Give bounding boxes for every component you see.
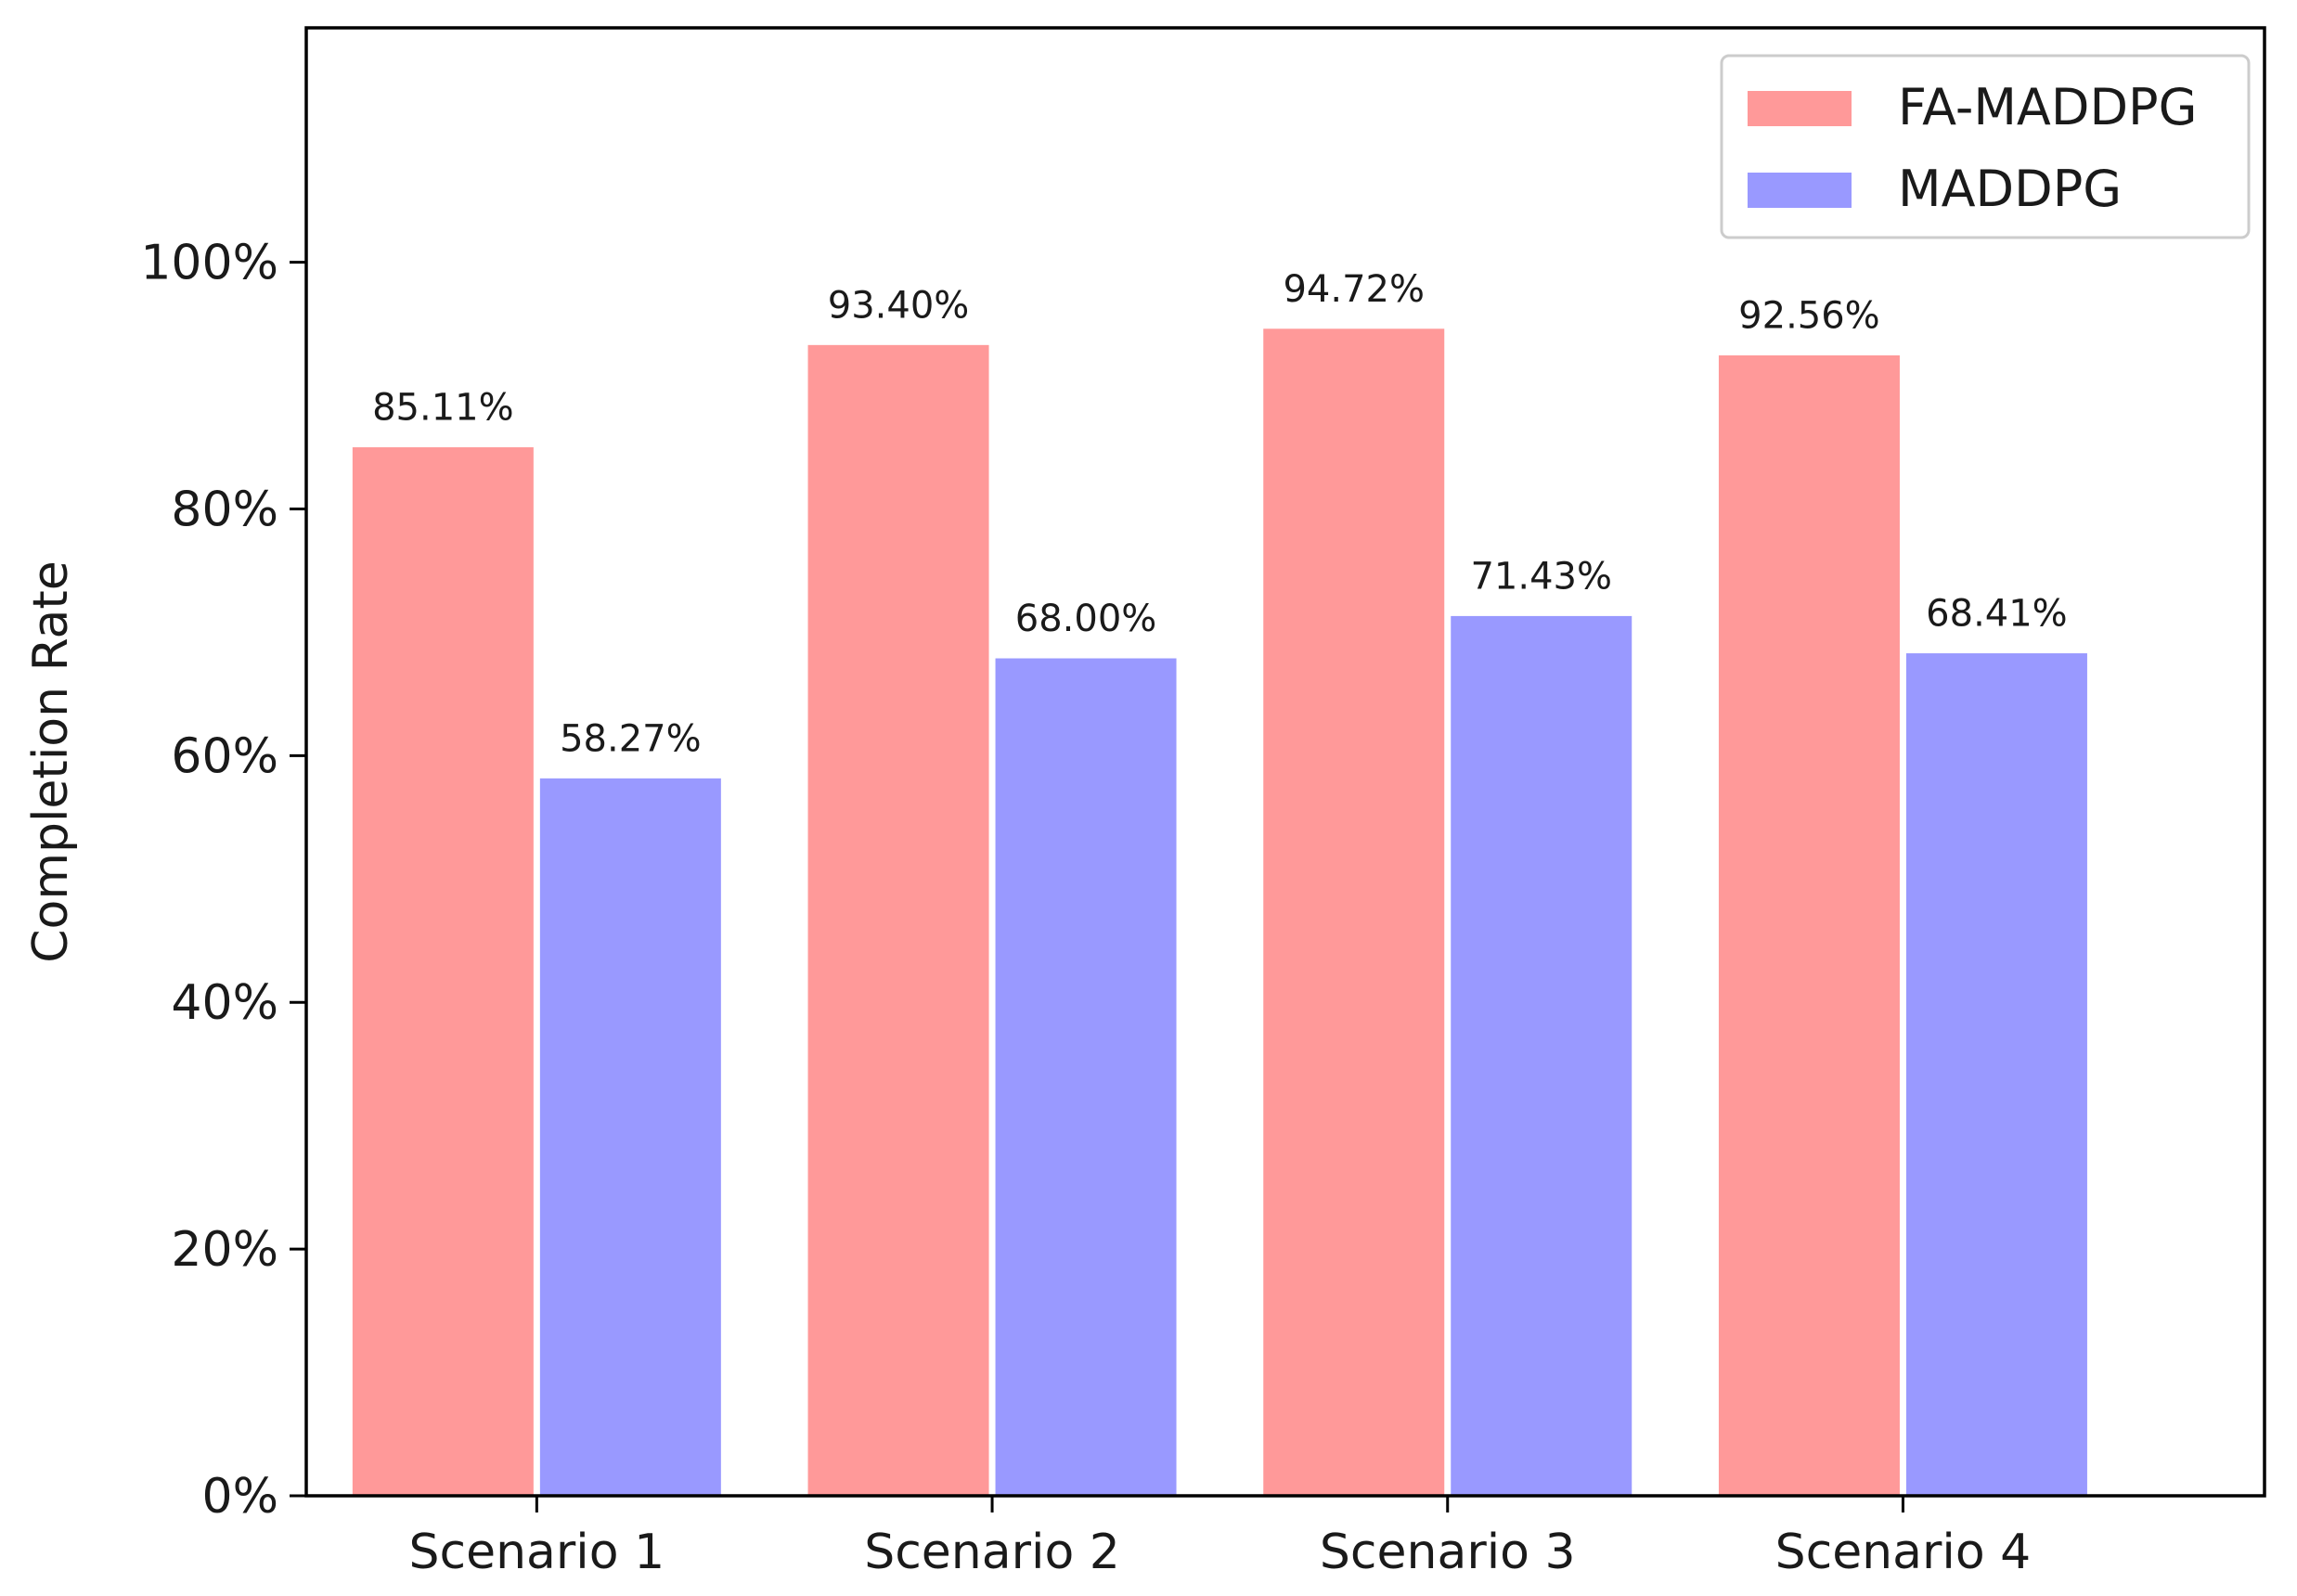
bars-layer xyxy=(349,326,2090,1498)
bar-fa-maddpg-3 xyxy=(1260,326,1448,1498)
y-tick-label-80: 80% xyxy=(171,482,278,537)
y-tick-label-20: 20% xyxy=(171,1222,278,1278)
x-tick-label-4: Scenario 4 xyxy=(1775,1525,2032,1580)
data-label-fa-maddpg-3: 94.72% xyxy=(1283,268,1425,311)
bar-maddpg-3 xyxy=(1448,612,1635,1498)
y-tick-label-0: 0% xyxy=(202,1469,279,1525)
bar-maddpg-2 xyxy=(992,655,1180,1498)
y-axis-label: Completion Rate xyxy=(23,560,79,963)
bar-fa-maddpg-2 xyxy=(805,341,992,1498)
y-tick-label-100: 100% xyxy=(140,236,278,291)
data-label-fa-maddpg-1: 85.11% xyxy=(372,387,514,430)
data-labels-layer: 85.11% 58.27% 93.40% 68.00% 94.72% 71.43% 92.5… xyxy=(372,268,2068,761)
plot-frame xyxy=(304,26,2266,1498)
y-axis: 0% 20% 40% 60% 80% 100% xyxy=(140,236,306,1525)
data-label-maddpg-3: 71.43% xyxy=(1470,555,1612,598)
legend-label-maddpg: MADDPG xyxy=(1898,160,2122,218)
data-label-fa-maddpg-2: 93.40% xyxy=(828,284,970,327)
data-label-fa-maddpg-4: 92.56% xyxy=(1738,294,1880,337)
bar-maddpg-1 xyxy=(536,775,724,1498)
bar-maddpg-4 xyxy=(1903,650,2090,1498)
y-tick-label-60: 60% xyxy=(171,728,278,784)
x-axis: Scenario 1 Scenario 2 Scenario 3 Scenario 4 xyxy=(409,1496,2032,1580)
bar-fa-maddpg-4 xyxy=(1715,352,1903,1498)
data-label-maddpg-4: 68.41% xyxy=(1926,593,2068,636)
legend-label-fa-maddpg: FA-MADDPG xyxy=(1898,78,2197,136)
data-label-maddpg-2: 68.00% xyxy=(1015,598,1157,640)
bar-fa-maddpg-1 xyxy=(349,444,536,1498)
x-tick-label-2: Scenario 2 xyxy=(864,1525,1120,1580)
data-label-maddpg-1: 58.27% xyxy=(560,717,702,760)
x-tick-label-1: Scenario 1 xyxy=(409,1525,665,1580)
legend-swatch-fa-maddpg xyxy=(1748,91,1852,126)
legend: FA-MADDPG MADDPG xyxy=(1720,54,2251,239)
x-tick-label-3: Scenario 3 xyxy=(1320,1525,1576,1580)
y-tick-label-40: 40% xyxy=(171,975,278,1031)
legend-swatch-maddpg xyxy=(1748,173,1852,208)
legend-box xyxy=(1720,54,2251,239)
